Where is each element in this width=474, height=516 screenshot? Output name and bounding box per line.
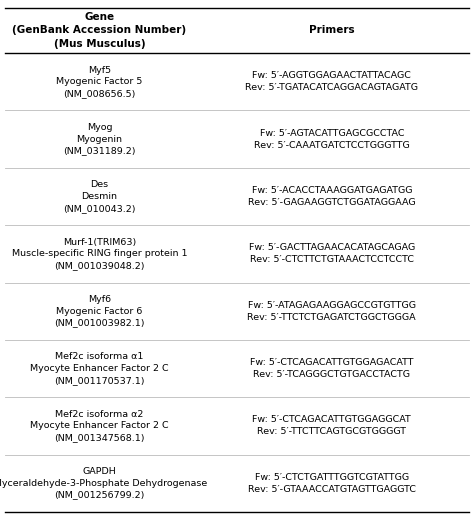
Text: Fw: 5′-ATAGAGAAGGAGCCGTGTTGG
Rev: 5′-TTCTCTGAGATCTGGCTGGGA: Fw: 5′-ATAGAGAAGGAGCCGTGTTGG Rev: 5′-TTC…: [247, 301, 416, 321]
Text: Fw: 5′-CTCAGACATTGTGGAGGCAT
Rev: 5′-TTCTTCAGTGCGTGGGGT: Fw: 5′-CTCAGACATTGTGGAGGCAT Rev: 5′-TTCT…: [253, 415, 411, 436]
Text: Fw: 5′-ACACCTAAAGGATGAGATGG
Rev: 5′-GAGAAGGTCTGGATAGGAAG: Fw: 5′-ACACCTAAAGGATGAGATGG Rev: 5′-GAGA…: [248, 186, 416, 207]
Text: GAPDH
Glyceraldehyde-3-Phosphate Dehydrogenase
(NM_001256799.2): GAPDH Glyceraldehyde-3-Phosphate Dehydro…: [0, 467, 207, 499]
Text: Myf5
Myogenic Factor 5
(NM_008656.5): Myf5 Myogenic Factor 5 (NM_008656.5): [56, 66, 143, 98]
Text: Des
Desmin
(NM_010043.2): Des Desmin (NM_010043.2): [64, 180, 136, 213]
Text: Fw: 5′-CTCTGATTTGGTCGTATTGG
Rev: 5′-GTAAACCATGTAGTTGAGGTC: Fw: 5′-CTCTGATTTGGTCGTATTGG Rev: 5′-GTAA…: [248, 473, 416, 494]
Text: Fw: 5′-CTCAGACATTGTGGAGACATT
Rev: 5′-TCAGGGCTGTGACCTACTG: Fw: 5′-CTCAGACATTGTGGAGACATT Rev: 5′-TCA…: [250, 358, 413, 379]
Text: Fw: 5′-AGTACATTGAGCGCCTAC
Rev: 5′-CAAATGATCTCCTGGGTTG: Fw: 5′-AGTACATTGAGCGCCTAC Rev: 5′-CAAATG…: [254, 129, 410, 150]
Text: Myog
Myogenin
(NM_031189.2): Myog Myogenin (NM_031189.2): [64, 123, 136, 155]
Text: Mef2c isoforma α2
Myocyte Enhancer Factor 2 C
(NM_001347568.1): Mef2c isoforma α2 Myocyte Enhancer Facto…: [30, 410, 169, 442]
Text: Myf6
Myogenic Factor 6
(NM_001003982.1): Myf6 Myogenic Factor 6 (NM_001003982.1): [55, 295, 145, 328]
Text: Fw: 5′-AGGTGGAGAACTATTACAGC
Rev: 5′-TGATACATCAGGACAGTAGATG: Fw: 5′-AGGTGGAGAACTATTACAGC Rev: 5′-TGAT…: [246, 71, 418, 92]
Text: Mef2c isoforma α1
Myocyte Enhancer Factor 2 C
(NM_001170537.1): Mef2c isoforma α1 Myocyte Enhancer Facto…: [30, 352, 169, 385]
Text: Primers: Primers: [309, 25, 355, 36]
Text: Fw: 5′-GACTTAGAACACATAGCAGAG
Rev: 5′-CTCTTCTGTAAACTCCTCCTC: Fw: 5′-GACTTAGAACACATAGCAGAG Rev: 5′-CTC…: [249, 244, 415, 264]
Text: Murf-1(TRIM63)
Muscle-specific RING finger protein 1
(NM_001039048.2): Murf-1(TRIM63) Muscle-specific RING fing…: [12, 237, 187, 270]
Text: Gene
(GenBank Accession Number)
(Mus Musculus): Gene (GenBank Accession Number) (Mus Mus…: [12, 12, 187, 49]
